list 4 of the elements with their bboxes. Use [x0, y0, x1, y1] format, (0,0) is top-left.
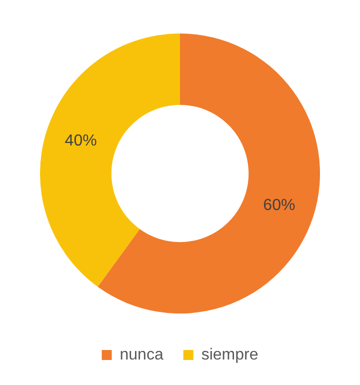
- data-label: 40%: [64, 132, 97, 150]
- legend-label: nunca: [120, 346, 164, 364]
- legend-label: siempre: [201, 346, 258, 364]
- data-label: 60%: [263, 197, 296, 214]
